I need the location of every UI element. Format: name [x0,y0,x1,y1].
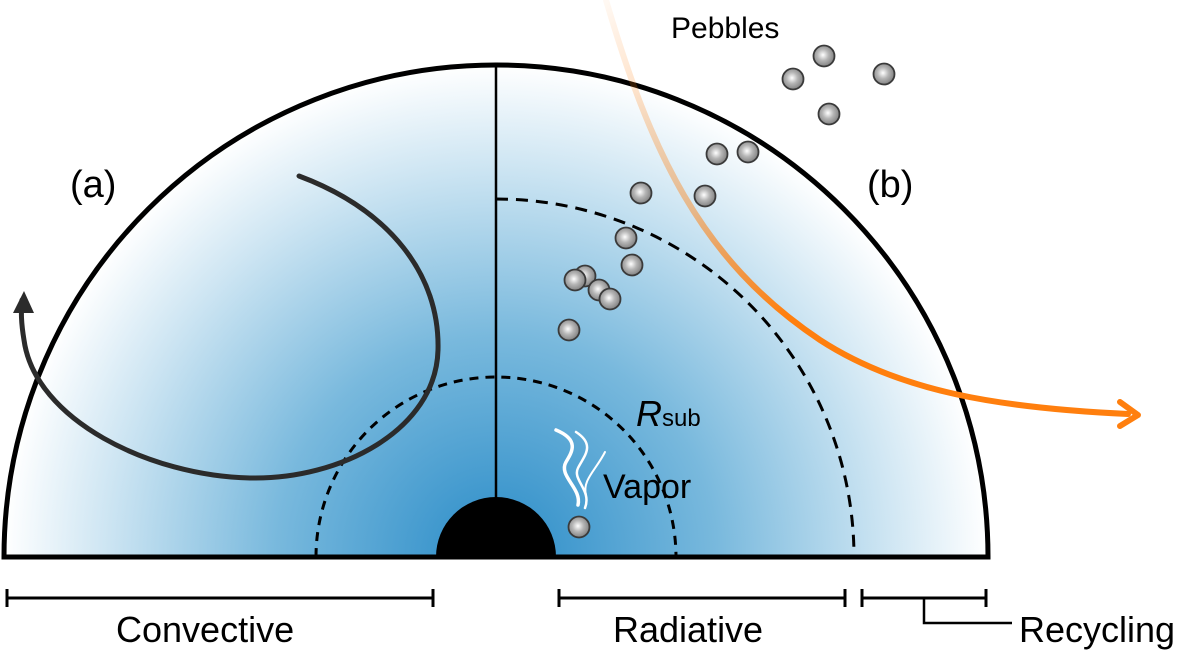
panel-label-b: (b) [867,164,914,206]
pebble [557,318,581,342]
pebble [614,226,638,250]
radiative-label: Radiative [613,609,764,650]
pebble [620,253,644,277]
panel-label-a: (a) [70,164,117,206]
convective-flow-arrow [18,173,441,481]
pebble [563,268,587,292]
recycling-scale-bar [860,589,1012,625]
pebble [736,140,760,164]
pebble [567,515,591,539]
pebbles-label: Pebbles [671,12,780,45]
vapor-label: Vapor [603,468,692,506]
rsub-subscript: sub [662,405,701,432]
pebble [705,142,729,166]
pebble [817,102,841,126]
radiative-boundary [495,197,856,558]
pebble [812,44,836,68]
convective-label: Convective [116,609,295,650]
recycling-label: Recycling [1019,609,1176,650]
convective-scale-bar [5,589,435,607]
pebble [781,67,805,91]
pebble [629,181,653,205]
rsub-symbol: R [636,393,662,434]
rsub-boundary [314,375,678,558]
pebbles-group [557,44,896,539]
rsub-label: Rsub [636,396,701,432]
recycling-flow-arrow [603,0,1131,417]
pebble [693,184,717,208]
pebble [598,287,622,311]
convective-arrowhead-icon [13,291,34,313]
vapor-icon [554,428,606,510]
radiative-scale-bar [557,589,847,607]
recycling-arrowhead-icon [1117,399,1141,429]
pebble [872,62,896,86]
planet-core [436,497,556,557]
